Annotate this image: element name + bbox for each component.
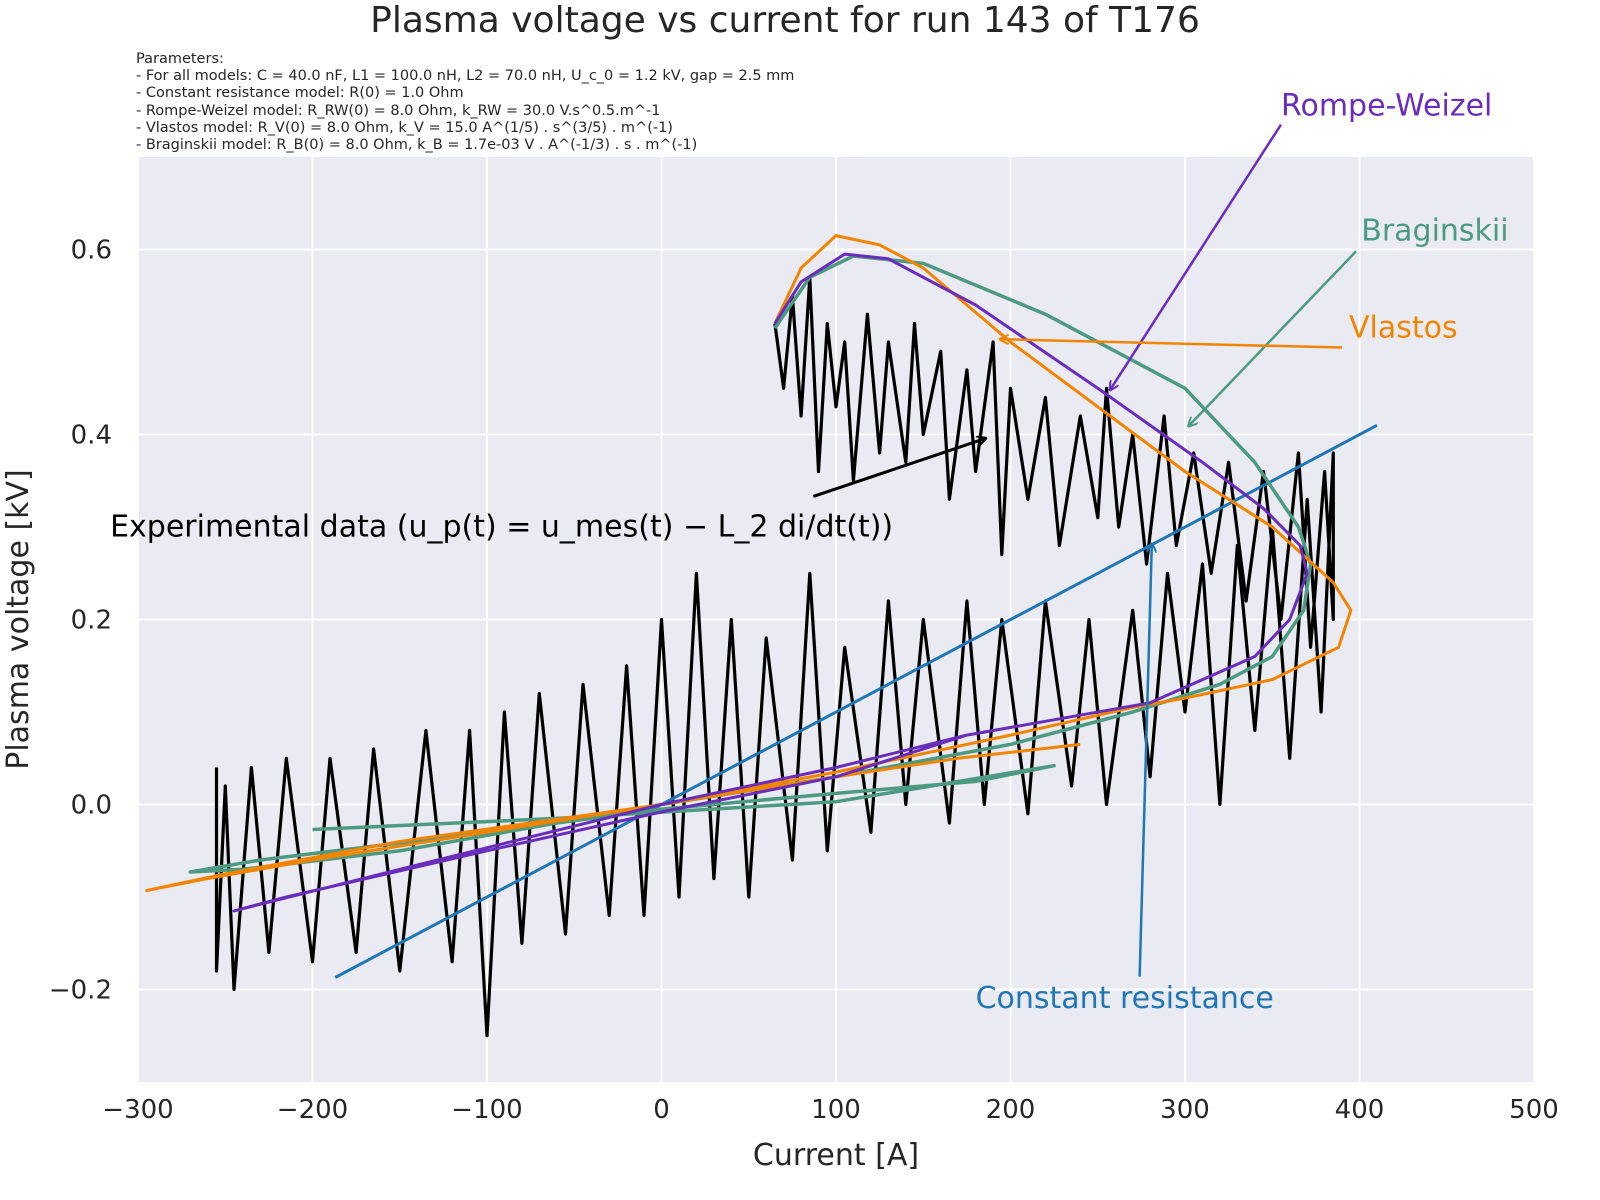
y-tick-label: 0.2	[71, 606, 112, 636]
x-tick-label: 300	[1160, 1095, 1210, 1125]
x-tick-label: −200	[277, 1095, 348, 1125]
annotation-arrow-rompe-weizel	[1110, 123, 1283, 390]
annotation-arrow-experimental	[812, 438, 986, 498]
x-tick-label: 100	[811, 1095, 861, 1125]
annotation-arrow-vlastos	[1000, 339, 1343, 349]
x-tick-label: 200	[986, 1095, 1036, 1125]
x-axis-label: Current [A]	[753, 1138, 919, 1173]
x-tick-label: 500	[1509, 1095, 1559, 1125]
series-braginskii	[188, 254, 1313, 874]
y-tick-label: 0.4	[71, 421, 112, 451]
annotation-arrow-constant-resistance	[1138, 544, 1152, 977]
annotation-label-braginskii: Braginskii	[1361, 213, 1508, 248]
annotation-label-constant-resistance: Constant resistance	[976, 981, 1274, 1016]
x-tick-label: −300	[102, 1095, 173, 1125]
param-line: - For all models: C = 40.0 nF, L1 = 100.…	[136, 68, 795, 85]
chart-title: Plasma voltage vs current for run 143 of…	[370, 0, 1200, 41]
series-rompe-weizel	[232, 252, 1309, 913]
series-experimental	[214, 275, 1335, 1038]
x-tick-label: −100	[451, 1095, 522, 1125]
annotation-label-experimental: Experimental data (u_p(t) = u_mes(t) − L…	[110, 509, 893, 544]
annotation-label-vlastos: Vlastos	[1349, 310, 1458, 345]
x-tick-label: 0	[653, 1095, 670, 1125]
y-tick-label: −0.2	[49, 976, 112, 1006]
y-tick-label: 0.6	[71, 236, 112, 266]
param-line: Parameters:	[136, 51, 224, 67]
param-line: - Vlastos model: R_V(0) = 8.0 Ohm, k_V =…	[136, 119, 673, 136]
param-line: - Braginskii model: R_B(0) = 8.0 Ohm, k_…	[136, 137, 698, 154]
parameters-text: Parameters: - For all models: C = 40.0 n…	[136, 51, 794, 154]
annotation-arrow-braginskii	[1188, 250, 1357, 426]
y-tick-label: 0.0	[71, 791, 112, 821]
annotation-label-rompe-weizel: Rompe-Weizel	[1281, 88, 1492, 123]
y-axis-label: Plasma voltage [kV]	[1, 469, 36, 770]
param-line: - Rompe-Weizel model: R_RW(0) = 8.0 Ohm,…	[136, 102, 661, 119]
x-tick-label: 400	[1335, 1095, 1385, 1125]
param-line: - Constant resistance model: R(0) = 1.0 …	[136, 85, 464, 102]
series-constant-resistance	[334, 423, 1378, 979]
